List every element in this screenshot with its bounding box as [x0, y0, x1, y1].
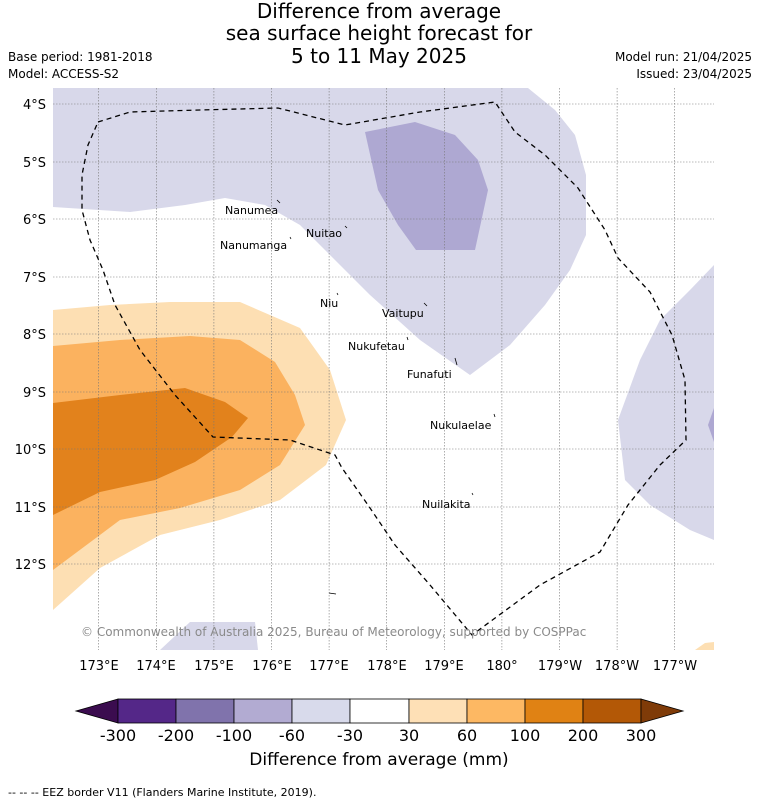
colorbar-label: -100: [216, 726, 252, 745]
title-line-3: 5 to 11 May 2025: [291, 44, 467, 68]
colorbar-segment: [349, 698, 410, 724]
eez-border: [81, 101, 687, 636]
colorbar-segment: [582, 698, 642, 724]
place-nukulaelae: Nukulaelae: [430, 419, 492, 432]
title-line-1: Difference from average: [256, 0, 502, 23]
lon-label: 178°E: [367, 659, 407, 674]
lat-label: 6°S: [23, 213, 46, 228]
pos-100-region: [53, 388, 248, 515]
place-labels: Nanumea Nuitao Nanumanga Niu Vaitupu Nuk…: [220, 204, 492, 511]
lat-label: 10°S: [15, 443, 46, 458]
lon-label: 173°E: [79, 659, 119, 674]
place-nanumanga: Nanumanga: [220, 239, 287, 252]
colorbar-label: 100: [510, 726, 541, 745]
base-period-text: Base period: 1981-2018: [8, 50, 153, 64]
lon-label: 174°E: [136, 659, 176, 674]
lat-label: 11°S: [15, 501, 46, 516]
lat-axis: 4°S 5°S 6°S 7°S 8°S 9°S 10°S 11°S 12°S: [15, 98, 46, 573]
lon-label: 176°E: [252, 659, 292, 674]
lon-label: 179°E: [424, 659, 464, 674]
neg-30-region-south: [160, 622, 258, 650]
colorbar: -300 -200 -100 -60 -30 30 60 100 200 300: [74, 698, 685, 745]
colorbar-title: Difference from average (mm): [249, 750, 509, 770]
lon-label: 177°E: [309, 659, 349, 674]
copyright-text: © Commonwealth of Australia 2025, Bureau…: [81, 625, 586, 639]
map-panel: © Commonwealth of Australia 2025, Bureau…: [53, 88, 714, 650]
lat-label: 5°S: [23, 156, 46, 171]
colorbar-label: 60: [457, 726, 477, 745]
colorbar-segment: [175, 698, 235, 724]
colorbar-segment: [408, 698, 468, 724]
lon-label: 178°W: [595, 659, 639, 674]
lat-label: 8°S: [23, 328, 46, 343]
place-niu: Niu: [320, 297, 338, 310]
gridlines: [53, 88, 714, 650]
place-nanumea: Nanumea: [225, 204, 278, 217]
place-vaitupu: Vaitupu: [382, 307, 424, 320]
model-run-text: Model run: 21/04/2025: [614, 50, 752, 64]
lat-label: 12°S: [15, 558, 46, 573]
colorbar-label: 300: [626, 726, 657, 745]
place-nuilakita: Nuilakita: [422, 498, 471, 511]
colorbar-label: -60: [279, 726, 305, 745]
lat-label: 7°S: [23, 271, 46, 286]
colorbar-extend-high: [640, 698, 685, 724]
lon-label: 179°W: [538, 659, 582, 674]
colorbar-segment: [524, 698, 584, 724]
colorbar-label: 200: [568, 726, 599, 745]
lon-label: 180°: [486, 659, 517, 674]
issued-text: Issued: 23/04/2025: [636, 67, 752, 81]
lat-label: 9°S: [23, 386, 46, 401]
eez-legend-text: -- -- -- EEZ border V11 (Flanders Marine…: [8, 786, 317, 799]
colorbar-segment: [117, 698, 177, 724]
colorbar-label: -30: [337, 726, 363, 745]
colorbar-segment: [291, 698, 351, 724]
lat-label: 4°S: [23, 98, 46, 113]
colorbar-segment: [466, 698, 526, 724]
colorbar-extend-low: [74, 698, 119, 724]
neg-60-region-east: [708, 408, 714, 442]
neg-60-region-north: [365, 122, 488, 250]
pos-30-region-east: [695, 642, 714, 650]
place-nuitao: Nuitao: [306, 227, 342, 240]
colorbar-segment: [233, 698, 293, 724]
place-funafuti: Funafuti: [407, 368, 452, 381]
model-text: Model: ACCESS-S2: [8, 67, 120, 81]
island-marks: [276, 199, 496, 595]
colorbar-label: -300: [100, 726, 136, 745]
title-line-2: sea surface height forecast for: [225, 21, 533, 45]
colorbar-label: -200: [158, 726, 194, 745]
colorbar-label: 30: [399, 726, 419, 745]
lon-axis: 173°E 174°E 175°E 176°E 177°E 178°E 179°…: [79, 659, 697, 674]
lon-label: 175°E: [194, 659, 234, 674]
place-nukufetau: Nukufetau: [348, 340, 405, 353]
lon-label: 177°W: [653, 659, 697, 674]
